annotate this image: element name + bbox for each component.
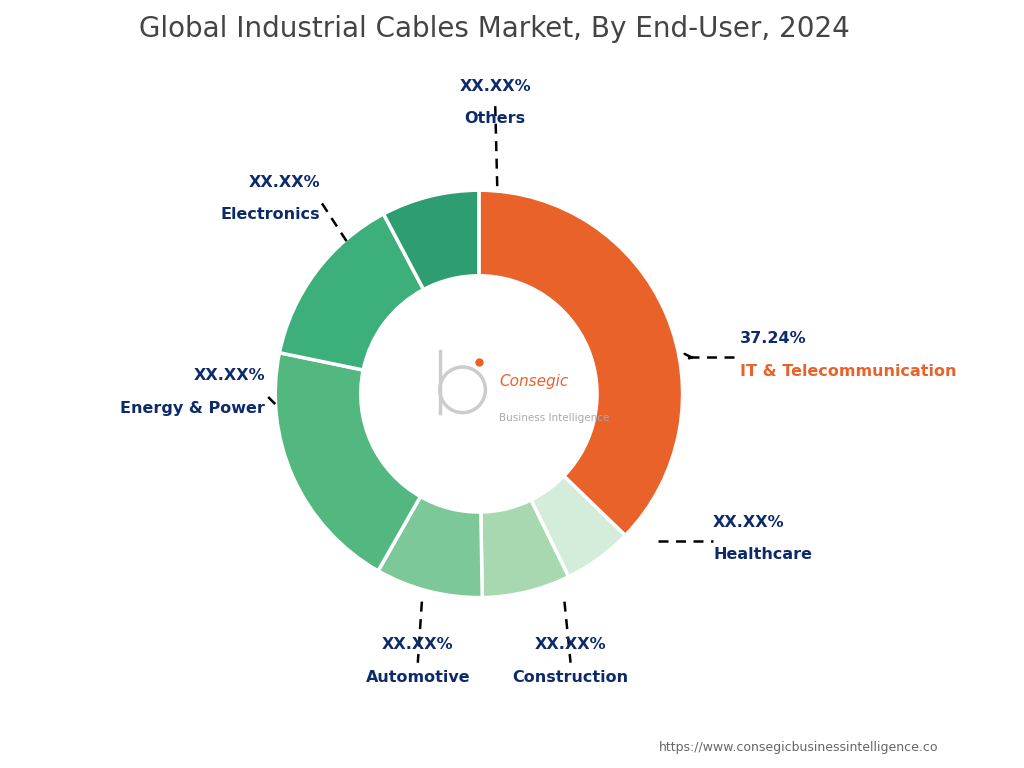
- Text: Automotive: Automotive: [366, 670, 470, 684]
- Text: Healthcare: Healthcare: [713, 548, 812, 562]
- Text: XX.XX%: XX.XX%: [249, 174, 321, 190]
- Wedge shape: [530, 476, 626, 577]
- Text: XX.XX%: XX.XX%: [382, 637, 454, 652]
- Wedge shape: [280, 214, 424, 370]
- Text: Construction: Construction: [512, 670, 629, 684]
- Text: XX.XX%: XX.XX%: [713, 515, 784, 530]
- Wedge shape: [479, 190, 683, 535]
- Text: https://www.consegicbusinessintelligence.co: https://www.consegicbusinessintelligence…: [659, 741, 938, 754]
- Wedge shape: [275, 353, 421, 571]
- Text: XX.XX%: XX.XX%: [460, 79, 531, 94]
- Text: Business Intelligence: Business Intelligence: [500, 413, 609, 423]
- Wedge shape: [378, 497, 482, 598]
- Text: Consegic: Consegic: [500, 374, 568, 389]
- Text: XX.XX%: XX.XX%: [194, 368, 265, 383]
- Wedge shape: [481, 500, 568, 598]
- Text: Electronics: Electronics: [220, 207, 321, 222]
- Text: 37.24%: 37.24%: [739, 332, 806, 346]
- Wedge shape: [383, 190, 479, 290]
- Text: IT & Telecommunication: IT & Telecommunication: [739, 364, 956, 379]
- Title: Global Industrial Cables Market, By End-User, 2024: Global Industrial Cables Market, By End-…: [139, 15, 850, 43]
- Text: Energy & Power: Energy & Power: [120, 401, 265, 415]
- Text: XX.XX%: XX.XX%: [535, 637, 606, 652]
- Text: Others: Others: [465, 111, 525, 127]
